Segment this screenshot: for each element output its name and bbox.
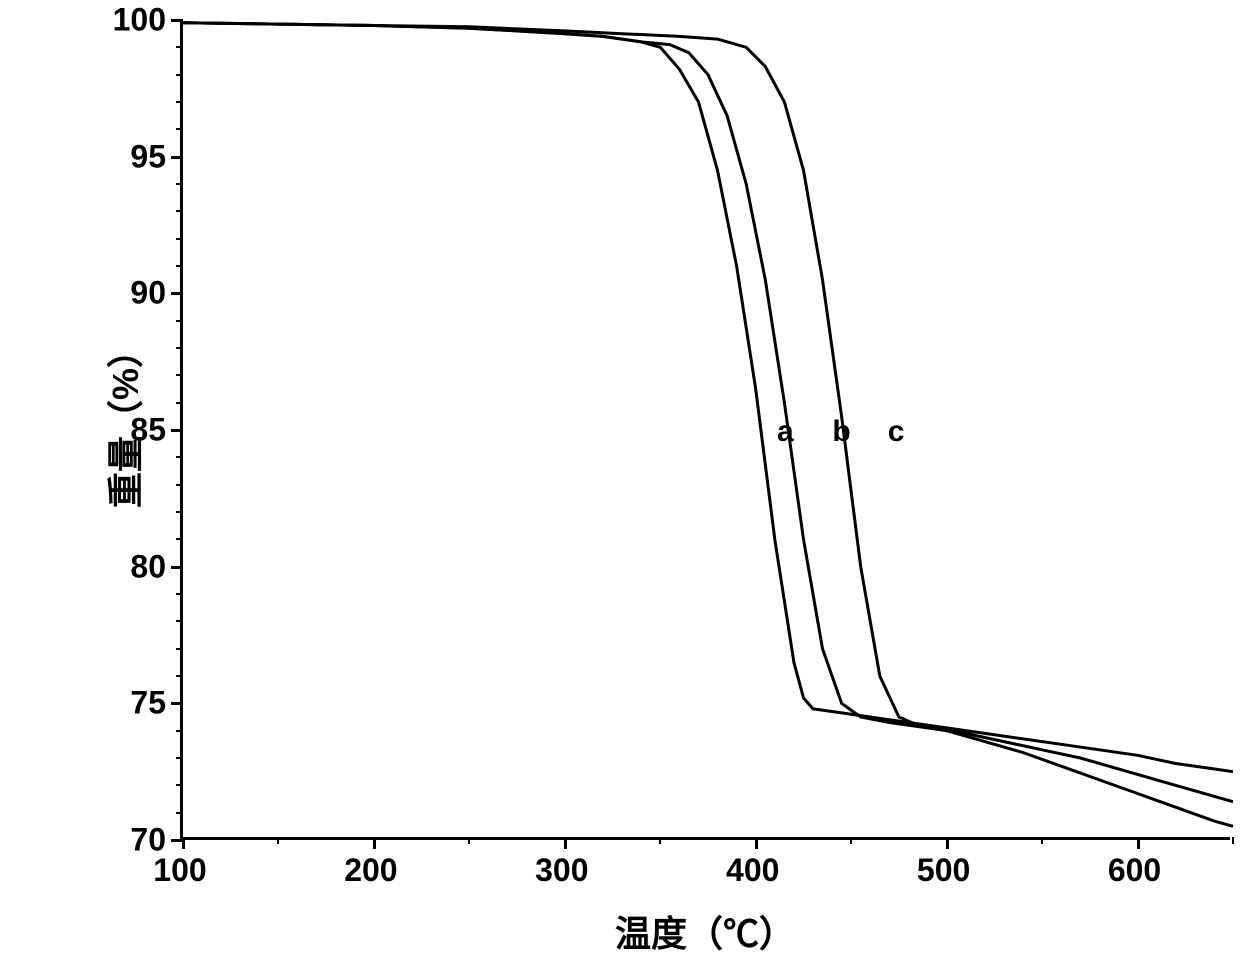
y-tick-label: 95 bbox=[130, 138, 166, 175]
chart-container: a b c 707580859095100 100200300400500600… bbox=[0, 0, 1251, 956]
y-tick-label: 100 bbox=[113, 2, 166, 39]
curve-a bbox=[183, 23, 1233, 772]
x-tick-label: 200 bbox=[344, 852, 397, 889]
x-tick-label: 300 bbox=[535, 852, 588, 889]
curve-label-b: b bbox=[832, 415, 850, 449]
x-tick-label: 600 bbox=[1108, 852, 1161, 889]
plot-area: a b c bbox=[180, 20, 1230, 840]
tga-curves bbox=[183, 20, 1230, 837]
y-tick-label: 80 bbox=[130, 548, 166, 585]
x-axis-title: 温度（℃） bbox=[615, 905, 795, 957]
y-axis-title: 重量（%） bbox=[97, 332, 149, 508]
curve-c bbox=[183, 23, 1233, 827]
curve-label-a: a bbox=[777, 415, 794, 449]
x-tick-label: 400 bbox=[726, 852, 779, 889]
x-tick-label: 500 bbox=[917, 852, 970, 889]
y-tick-label: 90 bbox=[130, 275, 166, 312]
x-tick-label: 100 bbox=[153, 852, 206, 889]
curve-label-c: c bbox=[888, 415, 905, 449]
y-tick-label: 75 bbox=[130, 685, 166, 722]
